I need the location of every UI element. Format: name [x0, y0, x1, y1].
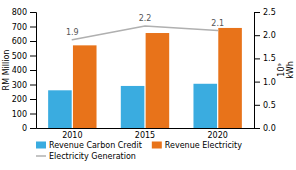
y-tick-mark	[30, 12, 36, 13]
y2-axis: 0.0 0.5 1.0 1.5 2.0 2.5	[254, 8, 276, 133]
data-labels: 1.9 2.2 2.1	[66, 14, 224, 37]
x-tick-label: 2020	[207, 131, 227, 140]
y-tick-label: 300	[12, 81, 27, 90]
legend-label: Electricity Generation	[49, 152, 136, 161]
x-tick: 2015	[135, 128, 155, 140]
y-tick-mark	[30, 27, 36, 28]
y2-tick: 2.0	[254, 31, 276, 40]
y-tick: 100	[12, 110, 36, 119]
y2-tick: 0.5	[254, 101, 276, 110]
y-tick: 700	[12, 23, 36, 32]
y2-tick-mark	[254, 105, 260, 106]
y-tick-label: 400	[12, 66, 27, 75]
chart-svg: 1.9 2.2 2.1 2010 2015 2020 0 100 200 300 400 500 600…	[0, 0, 296, 170]
y2-tick-label: 0.5	[263, 101, 276, 110]
bar	[193, 84, 217, 128]
bar	[73, 45, 97, 128]
legend-label: Revenue Carbon Credit	[49, 141, 142, 150]
y2-tick-label: 0.0	[263, 124, 276, 133]
y-tick-label: 0	[22, 124, 27, 133]
y-tick-mark	[30, 70, 36, 71]
y-tick: 300	[12, 81, 36, 90]
y2-tick: 0.0	[254, 124, 276, 133]
marks	[48, 26, 242, 128]
plot-area: 1.9 2.2 2.1 2010 2015 2020 0 100 200 300 400 500 600…	[2, 8, 295, 140]
legend-item: Electricity Generation	[36, 152, 136, 161]
x-axis-line	[37, 128, 255, 129]
y2-tick: 1.5	[254, 54, 276, 63]
y2-tick-label: 2.0	[263, 31, 276, 40]
bar	[48, 90, 72, 128]
y-tick: 200	[12, 95, 36, 104]
bar-series	[73, 28, 242, 128]
y-tick: 0	[22, 124, 36, 133]
line	[72, 26, 217, 40]
y-tick-mark	[30, 56, 36, 57]
legend-label: Revenue Electricity	[165, 141, 242, 150]
y2-tick: 2.5	[254, 8, 276, 17]
y2-tick-mark	[254, 35, 260, 36]
legend-swatch	[36, 155, 46, 157]
y-tick-label: 700	[12, 23, 27, 32]
bar	[218, 28, 242, 128]
y-tick-mark	[30, 41, 36, 42]
bar	[121, 86, 145, 128]
y-tick-label: 600	[12, 37, 27, 46]
x-tick: 2010	[62, 128, 82, 140]
data-label: 2.1	[211, 19, 224, 28]
y2-tick-mark	[254, 82, 260, 83]
y2-tick: 1.0	[254, 78, 276, 87]
y-tick-mark	[30, 85, 36, 86]
x-tick: 2020	[207, 128, 227, 140]
bar	[146, 33, 170, 128]
x-tick-label: 2010	[62, 131, 82, 140]
y-tick-mark	[30, 128, 36, 129]
y2-tick-label: 1.0	[263, 78, 276, 87]
y-tick-label: 100	[12, 110, 27, 119]
y2-tick-mark	[254, 128, 260, 129]
y2-tick-mark	[254, 12, 260, 13]
y2-axis-title-line: 10⁹	[277, 63, 286, 76]
data-label: 2.2	[139, 14, 152, 23]
y2-tick-label: 2.5	[263, 8, 276, 17]
x-tick-label: 2015	[135, 131, 155, 140]
y-tick-label: 800	[12, 8, 27, 17]
y-tick-mark	[30, 114, 36, 115]
y2-axis-title-line: kWh	[286, 61, 295, 79]
legend: Revenue Carbon Credit Revenue Electricity…	[36, 141, 242, 161]
x-axis: 2010 2015 2020	[37, 128, 255, 140]
y-axis-title: RM Million	[2, 50, 11, 91]
data-label: 1.9	[66, 28, 79, 37]
y-axis: 0 100 200 300 400 500 600 700 800	[12, 8, 37, 133]
legend-swatch	[152, 142, 162, 149]
legend-item: Revenue Carbon Credit	[36, 141, 142, 150]
legend-swatch	[36, 142, 46, 149]
y2-axis-line	[255, 13, 261, 129]
y2-tick-mark	[254, 58, 260, 59]
y-tick: 600	[12, 37, 36, 46]
y2-tick-label: 1.5	[263, 54, 276, 63]
y2-axis-title: 10⁹kWh	[277, 61, 295, 79]
y-tick: 400	[12, 66, 36, 75]
y-tick: 800	[12, 8, 36, 17]
y-axis-line	[30, 13, 37, 129]
y-tick-label: 200	[12, 95, 27, 104]
y-tick-label: 500	[12, 52, 27, 61]
y-tick-mark	[30, 99, 36, 100]
legend-item: Revenue Electricity	[152, 141, 242, 150]
y-tick: 500	[12, 52, 36, 61]
